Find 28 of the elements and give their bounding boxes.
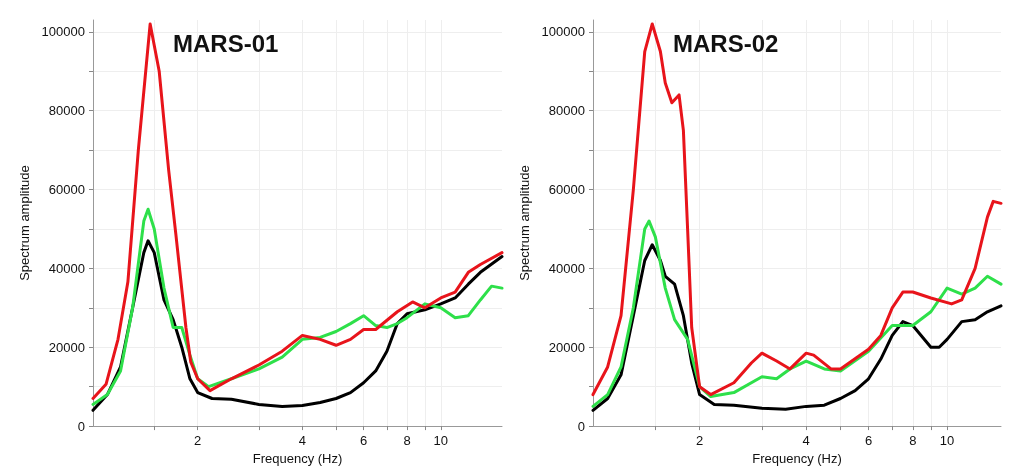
x-tick-label: 4	[298, 433, 306, 449]
x-axis-title: Frequency (Hz)	[252, 451, 343, 466]
y-tick-label: 40000	[548, 260, 585, 276]
x-tick-label: 8	[909, 433, 917, 449]
y-tick-label: 60000	[48, 182, 85, 198]
y-tick-label: 60000	[548, 182, 585, 198]
x-tick-label: 8	[403, 433, 411, 449]
y-tick-label: 100000	[41, 24, 85, 40]
y-tick-label: 20000	[48, 339, 85, 355]
y-tick-label: 40000	[48, 260, 85, 276]
y-tick-label: 0	[77, 418, 85, 434]
y-tick-label: 0	[577, 418, 585, 434]
x-tick-label: 2	[695, 433, 704, 449]
y-tick-label: 80000	[48, 103, 85, 119]
y-tick-label: 100000	[541, 24, 585, 40]
y-tick-label: 20000	[548, 339, 585, 355]
y-tick-label: 80000	[548, 103, 585, 119]
x-tick-label: 10	[939, 433, 955, 449]
chart-title: MARS-02	[673, 29, 779, 57]
chart-title: MARS-01	[173, 29, 279, 57]
x-tick-label: 6	[359, 433, 368, 449]
x-tick-label: 6	[864, 433, 873, 449]
y-axis-title: Spectrum amplitude	[516, 165, 532, 281]
x-tick-label: 2	[194, 433, 202, 449]
x-tick-label: 10	[433, 433, 448, 449]
y-axis-title: Spectrum amplitude	[16, 165, 32, 281]
x-axis-title: Frequency (Hz)	[752, 451, 842, 466]
x-tick-label: 4	[802, 433, 810, 449]
